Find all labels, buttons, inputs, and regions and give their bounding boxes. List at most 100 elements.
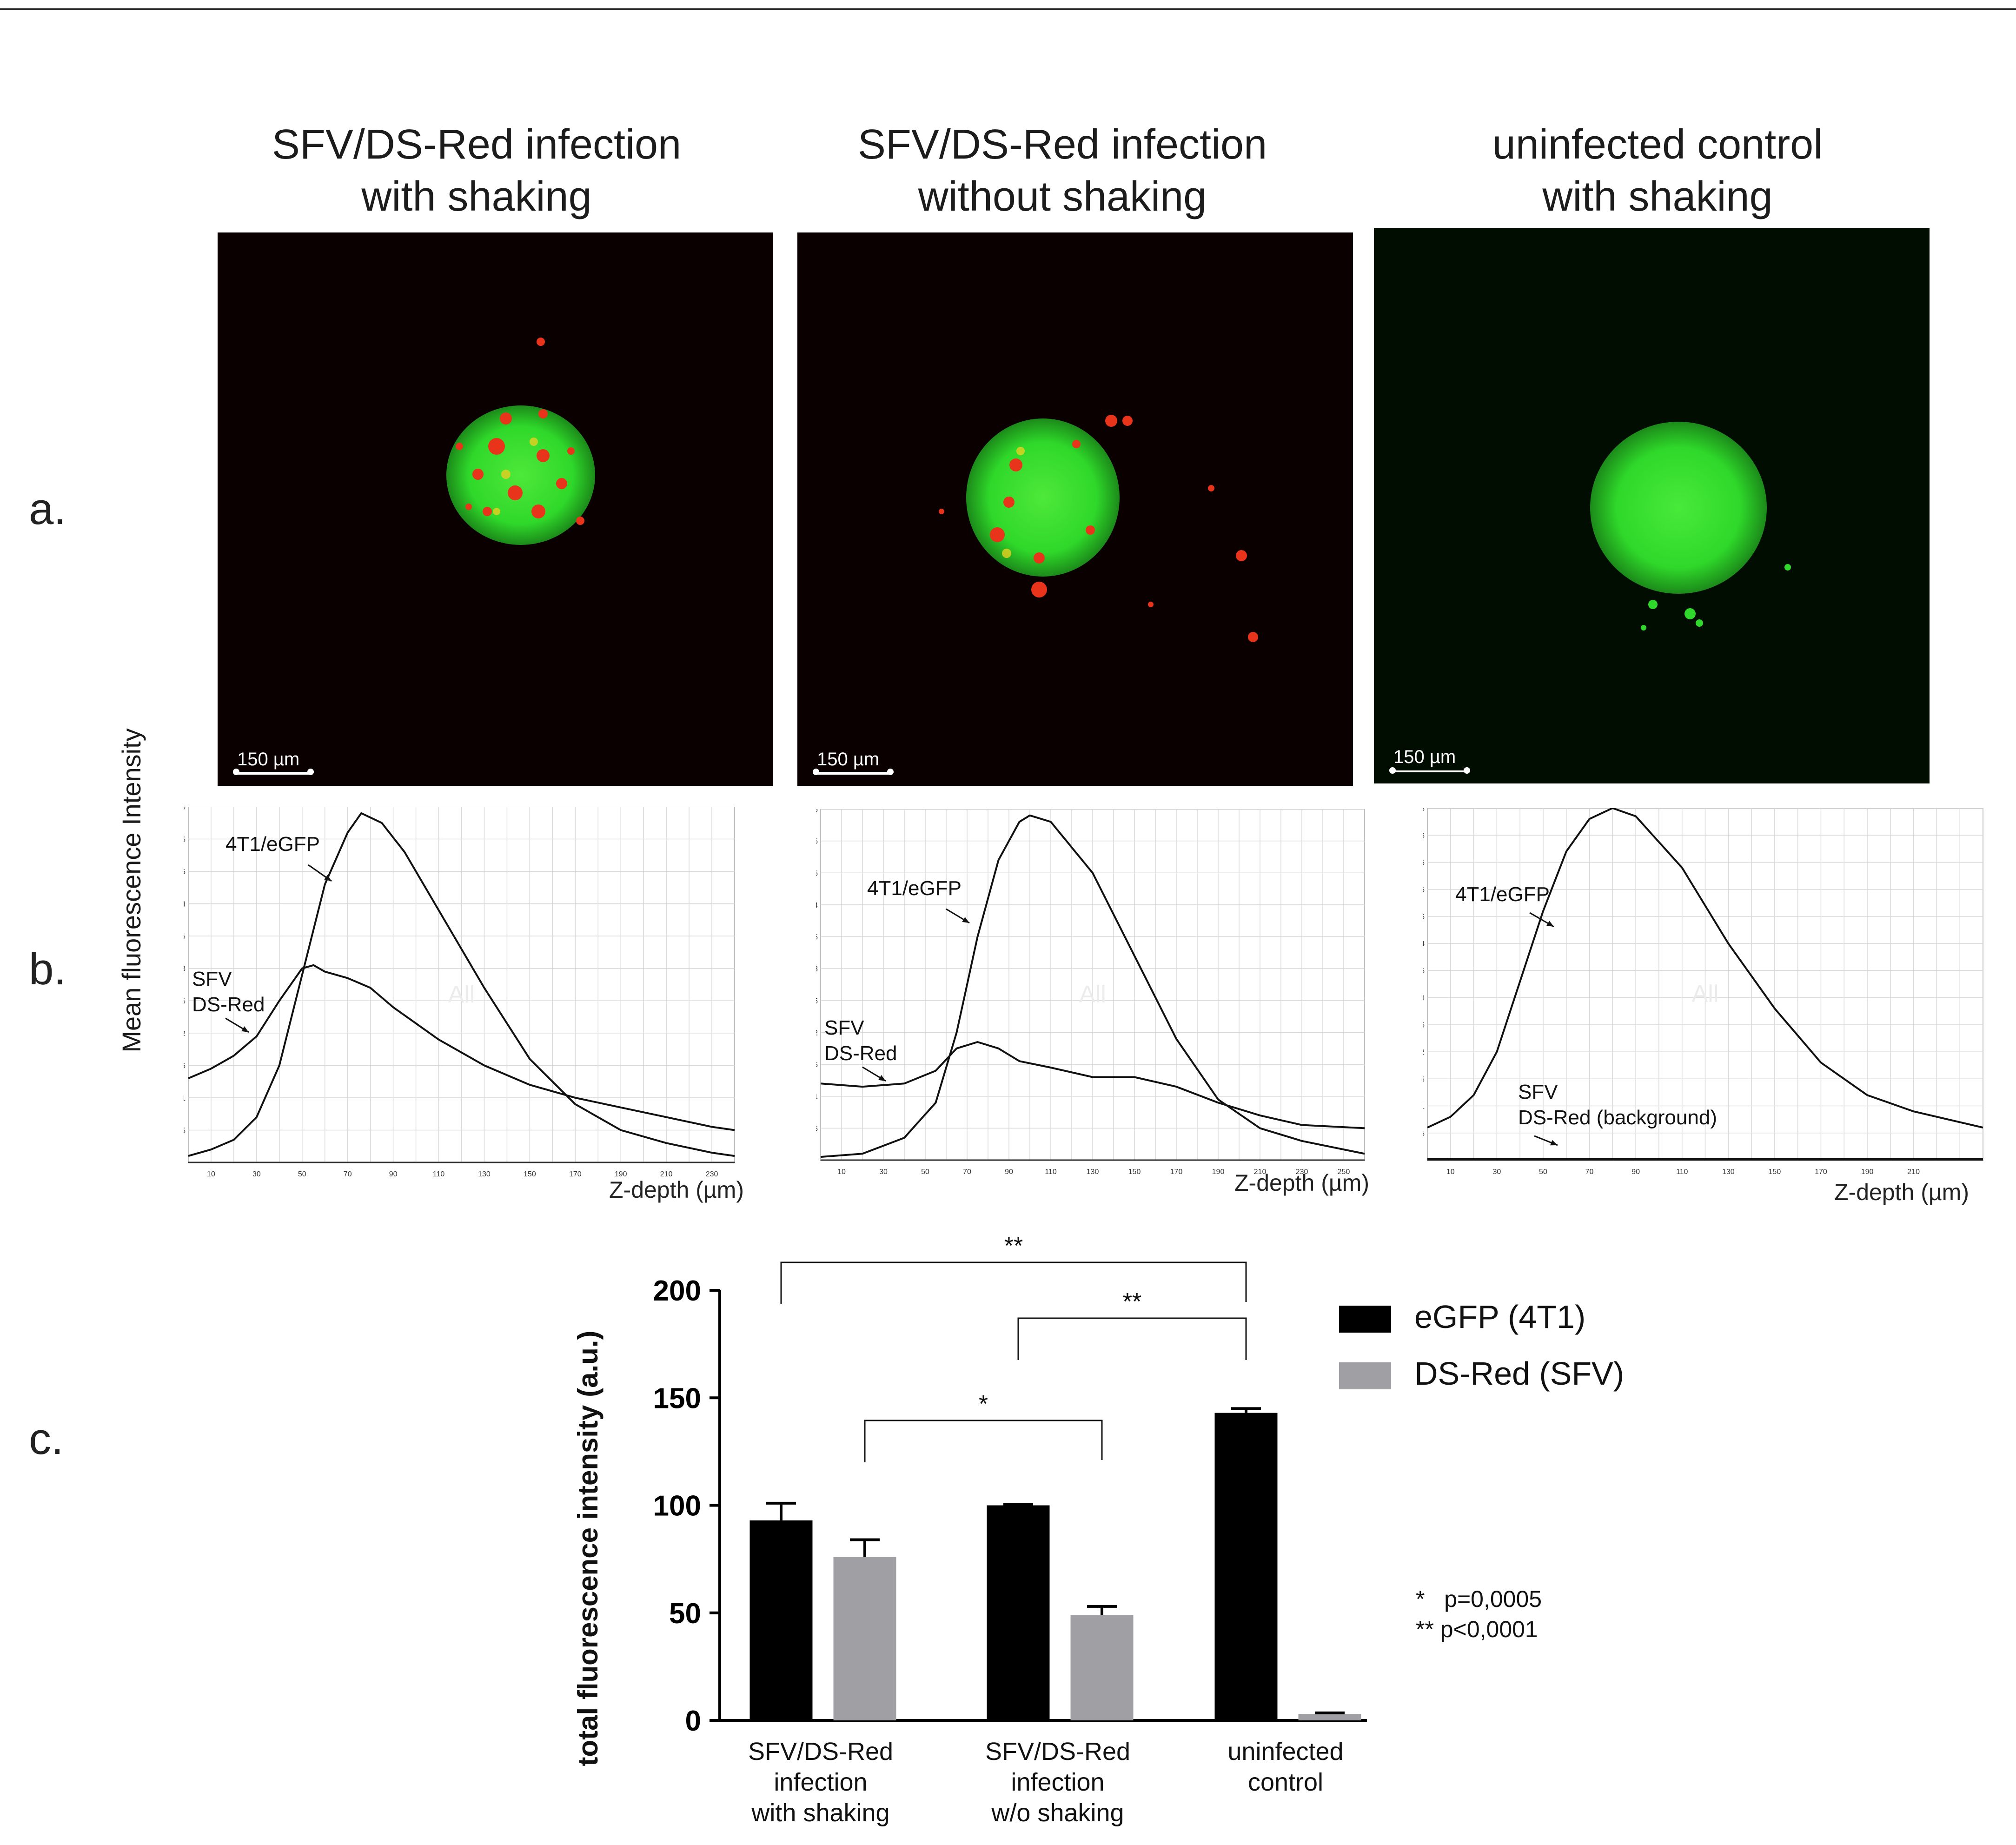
image-title-3-line1: uninfected control xyxy=(1492,121,1823,168)
category-label: w/o shaking xyxy=(991,1799,1124,1827)
x-tick-label: 70 xyxy=(344,1170,352,1178)
line-label: SFV xyxy=(1518,1081,1558,1103)
yellow-overlap-dots-2 xyxy=(1002,447,1025,558)
y-tick-label: 200 xyxy=(653,1275,701,1307)
x-tick-label: 10 xyxy=(207,1170,215,1178)
panel-label-a: a. xyxy=(29,484,66,534)
significance-label: ** xyxy=(1123,1288,1141,1315)
bar-egfp xyxy=(1214,1413,1278,1720)
category-label: with shaking xyxy=(751,1799,889,1827)
x-tick-label: 30 xyxy=(879,1168,888,1176)
y-tick-label: 1 xyxy=(184,1095,186,1102)
x-tick-label: 30 xyxy=(252,1170,261,1178)
x-tick-label: 190 xyxy=(615,1170,627,1178)
line-label: SFV xyxy=(192,968,232,990)
image-title-2-line1: SFV/DS-Red infection xyxy=(857,121,1267,168)
x-tick-label: 70 xyxy=(1585,1168,1594,1176)
panel-b-xlabel-1: Z-depth (µm) xyxy=(609,1177,744,1203)
y-tick-label: 2 xyxy=(1423,1049,1425,1056)
legend-swatch-dsred xyxy=(1339,1362,1391,1389)
x-tick-label: 130 xyxy=(1722,1168,1735,1176)
watermark-text: All xyxy=(1079,981,1106,1008)
y-tick-label: 1 xyxy=(816,1093,818,1101)
series-line-dsred xyxy=(820,1041,1365,1129)
intensity-profile-chart-3: 0.5 1 1.5 2 2.5 3 3.5 4 4.5 5 5.5 6 6.5 10 30 50 70 90 110… xyxy=(1423,808,1983,1176)
x-tick-label: 110 xyxy=(1676,1168,1688,1176)
red-infection-dots-1 xyxy=(456,338,584,525)
category-label: infection xyxy=(1011,1768,1104,1796)
spheroid-1 xyxy=(446,405,595,545)
image-title-2-line2: without shaking xyxy=(918,173,1207,220)
y-tick-label: 3.5 xyxy=(816,934,818,942)
category-label: infection xyxy=(774,1768,867,1796)
x-tick-label: 210 xyxy=(1907,1168,1920,1176)
y-tick-label: 4 xyxy=(1423,940,1425,948)
scale-bar-3 xyxy=(1389,767,1470,774)
panel-label-c: c. xyxy=(29,1414,64,1464)
panel-b-ylabel: Mean fluorescence Intensity xyxy=(117,728,146,1053)
y-tick-label: 1.5 xyxy=(816,1061,818,1069)
y-tick-label: 4 xyxy=(816,902,818,909)
significance-bracket xyxy=(780,1261,1247,1304)
x-tick-label: 110 xyxy=(433,1170,445,1178)
y-tick-label: 3 xyxy=(1423,995,1425,1002)
y-tick-label: 100 xyxy=(653,1490,701,1522)
spheroid-2 xyxy=(966,418,1120,577)
bar-chart-ylabel: total fluorescence intensity (a.u.) xyxy=(572,1330,603,1766)
line-label: 4T1/eGFP xyxy=(225,833,320,856)
y-tick-label: 4.5 xyxy=(816,869,818,877)
y-tick-label: 150 xyxy=(653,1382,701,1414)
arrow-head xyxy=(324,875,332,881)
panel-b-xlabel-3: Z-depth (µm) xyxy=(1834,1179,1969,1205)
y-tick-label: 1.5 xyxy=(1423,1075,1425,1083)
significance-bracket xyxy=(864,1420,1103,1462)
image-title-3-line2: with shaking xyxy=(1542,173,1773,220)
arrow-head xyxy=(878,1075,886,1081)
arrow-head xyxy=(241,1026,249,1032)
x-tick-label: 170 xyxy=(569,1170,582,1178)
x-tick-label: 230 xyxy=(706,1170,718,1178)
panel-b-xlabel-2: Z-depth (µm) xyxy=(1234,1170,1369,1196)
y-tick-label: 2.5 xyxy=(816,997,818,1005)
microscopy-image-2: 150 µm xyxy=(797,232,1353,786)
intensity-profile-chart-2: 0.5 1 1.5 2 2.5 3 3.5 4 4.5 5 5.5 10 30 50 70 90 110 130 1… xyxy=(816,809,1365,1176)
y-tick-label: 2.5 xyxy=(184,997,186,1005)
series-line-egfp xyxy=(820,814,1365,1158)
category-label: uninfected xyxy=(1227,1738,1343,1765)
series-line-egfp xyxy=(1427,808,1983,1129)
x-tick-label: 150 xyxy=(524,1170,536,1178)
series-line-dsred xyxy=(188,964,735,1131)
category-label: SFV/DS-Red xyxy=(985,1738,1130,1765)
x-tick-label: 50 xyxy=(921,1168,929,1176)
microscopy-image-1: 150 µm xyxy=(218,232,773,786)
x-tick-label: 170 xyxy=(1815,1168,1827,1176)
x-tick-label: 70 xyxy=(963,1168,971,1176)
image-title-1-line1: SFV/DS-Red infection xyxy=(272,121,682,168)
y-tick-label: 5 xyxy=(184,836,186,844)
series-line-egfp xyxy=(188,812,735,1157)
scale-bar-2 xyxy=(813,769,894,775)
bar-egfp xyxy=(749,1520,813,1720)
watermark-text: All xyxy=(1692,980,1719,1007)
arrow-head xyxy=(1550,1140,1558,1146)
line-label: 4T1/eGFP xyxy=(867,877,962,900)
scale-label-3: 150 µm xyxy=(1393,747,1456,767)
x-tick-label: 30 xyxy=(1492,1168,1501,1176)
y-tick-label: 50 xyxy=(669,1598,701,1630)
legend-swatch-egfp xyxy=(1339,1306,1391,1333)
significance-bracket xyxy=(1017,1317,1247,1360)
scale-label-2: 150 µm xyxy=(817,749,880,770)
y-tick-label: 3 xyxy=(816,965,818,973)
image-title-1: SFV/DS-Red infection with shaking xyxy=(174,119,779,223)
x-tick-label: 130 xyxy=(478,1170,491,1178)
x-tick-label: 190 xyxy=(1212,1168,1225,1176)
intensity-profile-chart-1: 0.5 1 1.5 2 2.5 3 3.5 4 4.5 5 5.5 10 30 50 70 90 110 130 1… xyxy=(184,807,735,1178)
y-tick-label: 2.5 xyxy=(1423,1022,1425,1029)
y-tick-label: 3.5 xyxy=(1423,967,1425,975)
y-tick-label: 0.5 xyxy=(184,1127,186,1135)
y-tick-label: 2 xyxy=(184,1030,186,1038)
x-tick-label: 90 xyxy=(1005,1168,1013,1176)
significance-note-2: ** p<0,0001 xyxy=(1416,1616,1538,1642)
y-tick-label: 2 xyxy=(816,1029,818,1037)
yellow-overlap-dots-1 xyxy=(493,438,538,515)
